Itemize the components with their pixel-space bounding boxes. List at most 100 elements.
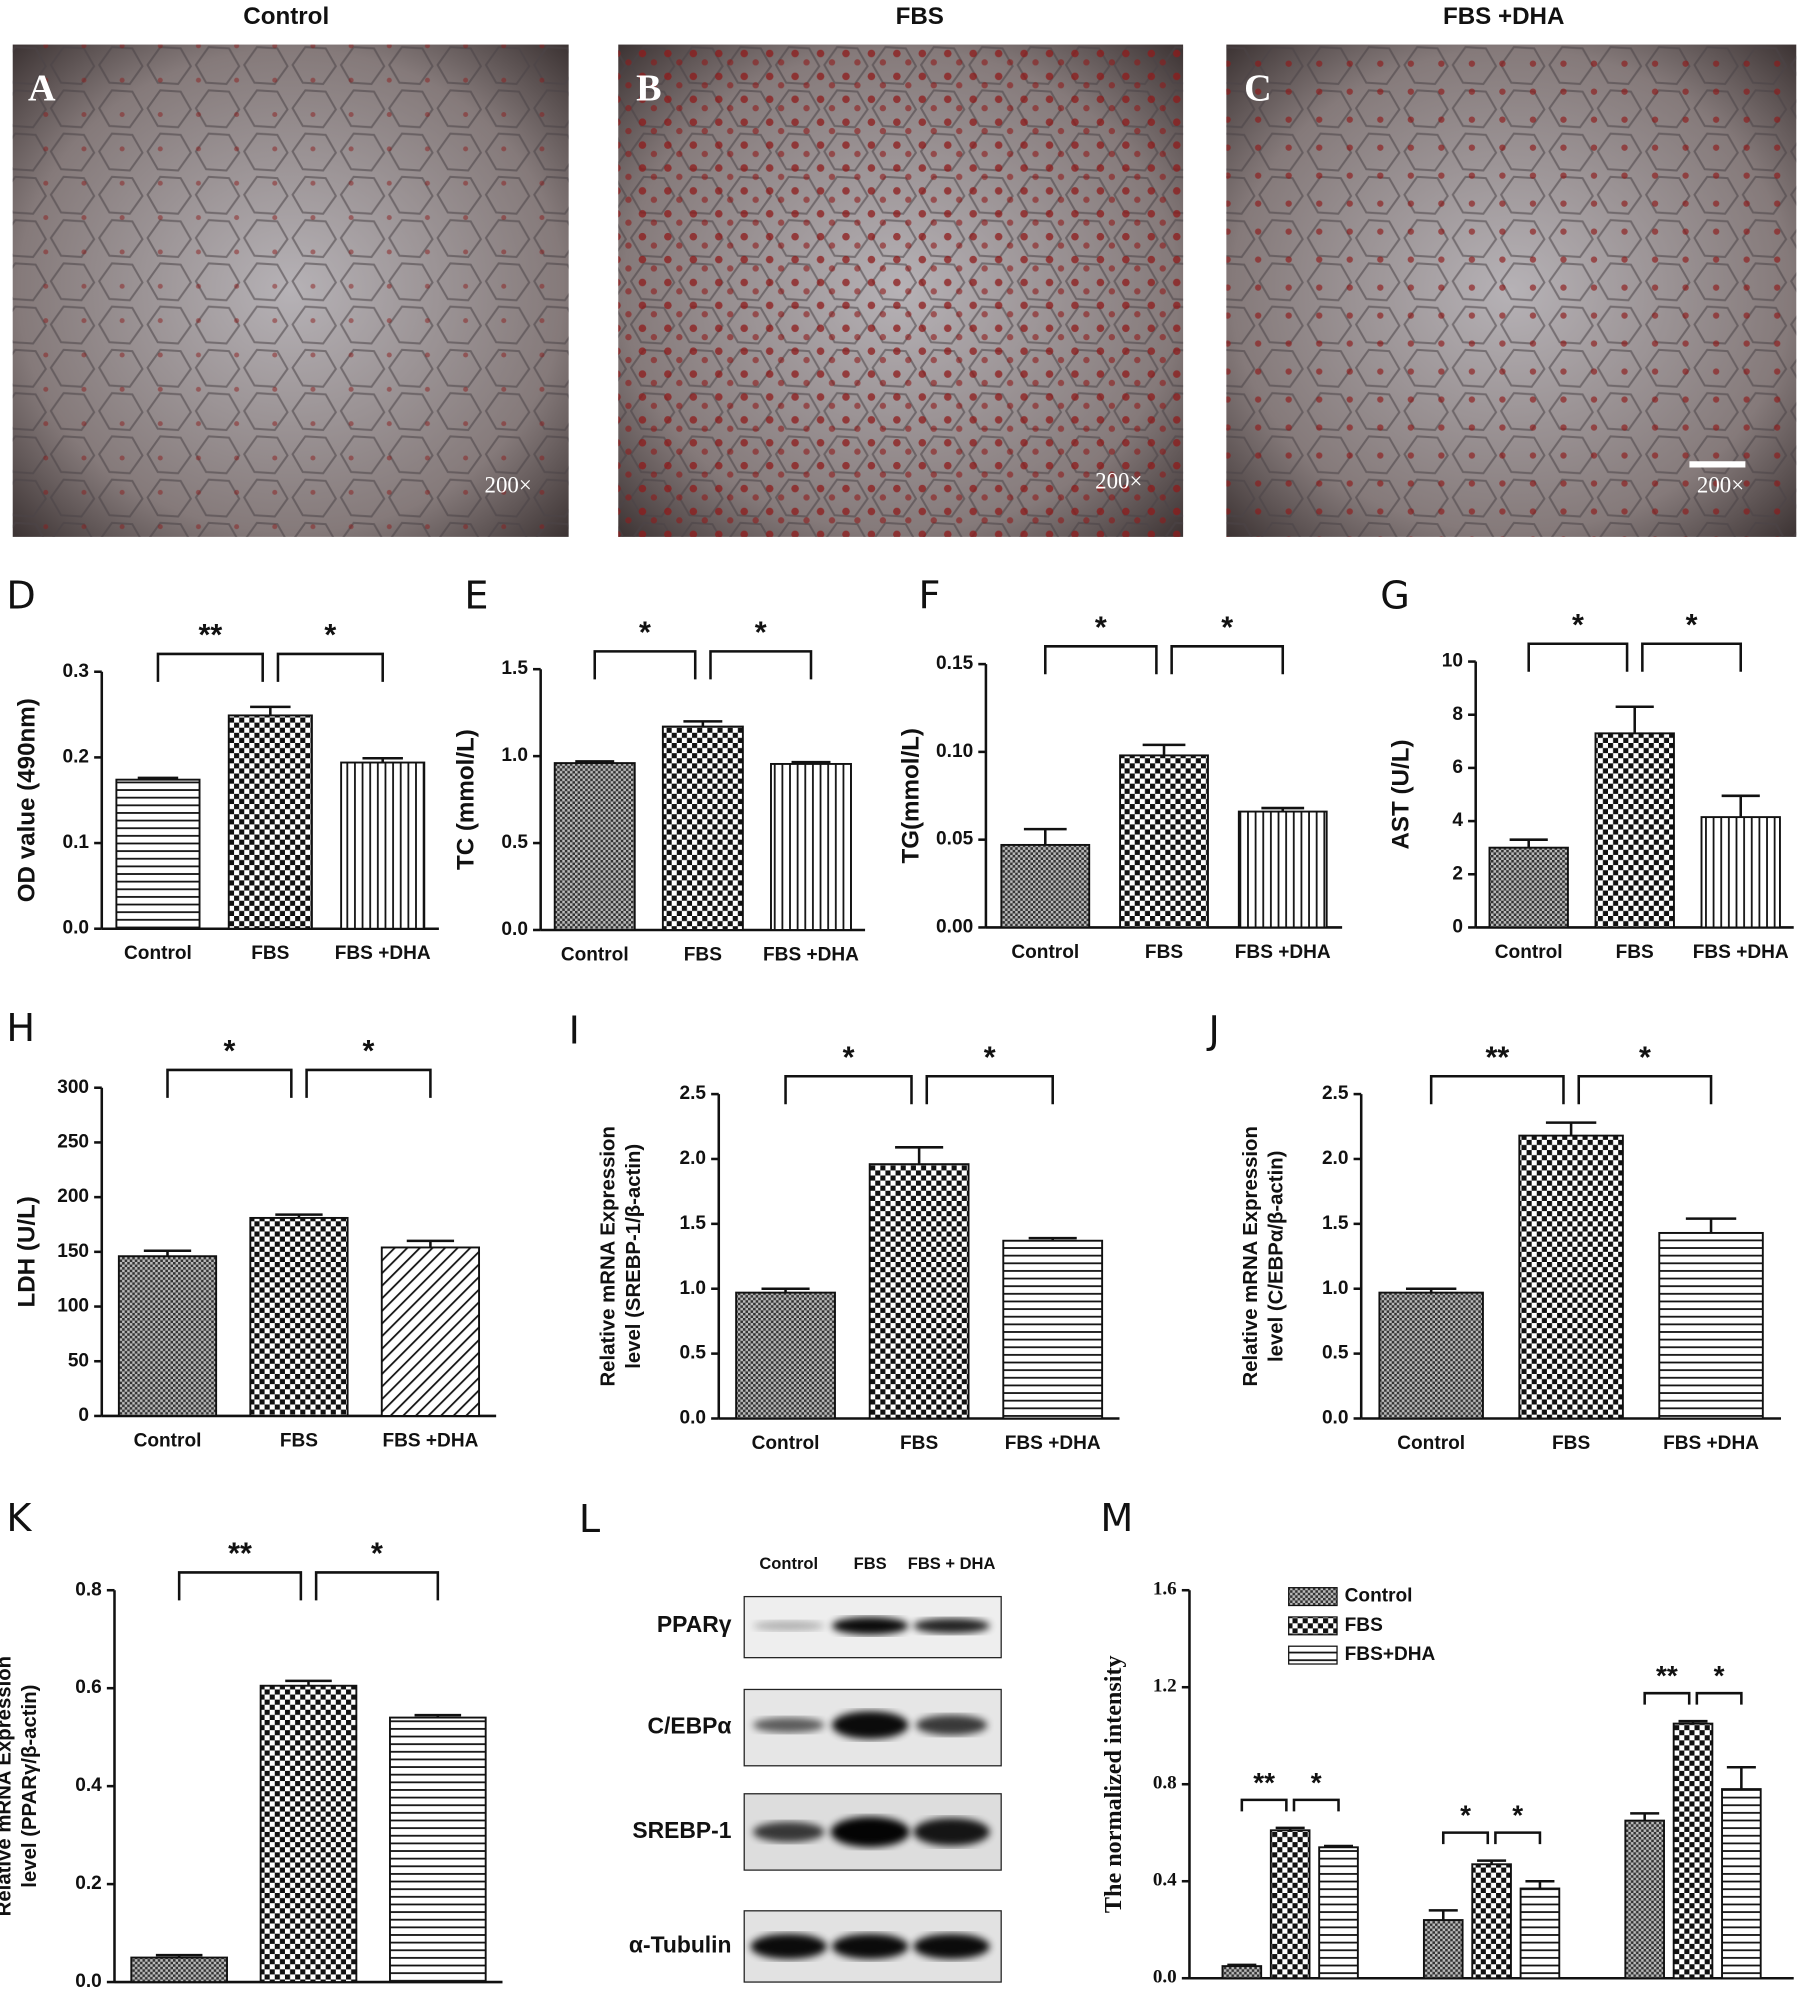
y-axis-label: Relative mRNA Expression bbox=[598, 1126, 620, 1386]
x-tick-label: FBS bbox=[1145, 942, 1183, 963]
error-bar bbox=[285, 1679, 332, 1686]
error-bar bbox=[1545, 1121, 1597, 1136]
significance-bracket bbox=[925, 1075, 1054, 1105]
blot-label: SREBP-1 bbox=[632, 1817, 731, 1843]
bar bbox=[553, 762, 636, 931]
legend-label: FBS bbox=[1345, 1615, 1383, 1636]
band bbox=[831, 1711, 909, 1740]
x-tick-label: Control bbox=[752, 1433, 820, 1454]
y-axis-label: TC (mmol/L) bbox=[452, 729, 479, 870]
y-tick-label: 100 bbox=[57, 1296, 89, 1317]
y-axis-label: level (SREBP-1/β-actin) bbox=[623, 1144, 645, 1369]
significance-bracket bbox=[1170, 645, 1285, 675]
band bbox=[753, 1717, 825, 1733]
y-axis-label: The normalized intensity bbox=[1100, 1655, 1127, 1913]
bar bbox=[1519, 1887, 1561, 1980]
micrograph-stain bbox=[1226, 44, 1797, 537]
error-bar bbox=[1726, 1765, 1756, 1790]
bar bbox=[1721, 1788, 1762, 1980]
y-tick-label: 250 bbox=[57, 1131, 89, 1152]
x-tick-label: Control bbox=[124, 943, 192, 964]
error-bar bbox=[1023, 827, 1067, 845]
bar bbox=[115, 778, 201, 930]
y-tick-label: 0.0 bbox=[75, 1971, 102, 1991]
y-tick-label: 4 bbox=[1452, 810, 1463, 831]
significance-label: ** bbox=[1485, 1041, 1509, 1075]
y-tick-label: 1.0 bbox=[680, 1278, 707, 1299]
y-tick-label: 1.5 bbox=[680, 1213, 707, 1234]
panel-label: B bbox=[636, 67, 661, 109]
panel-letter: K bbox=[6, 1496, 32, 1540]
blot-label: PPARγ bbox=[657, 1611, 732, 1637]
significance-bracket bbox=[314, 1571, 440, 1601]
band bbox=[831, 1933, 909, 1960]
magnification: 200× bbox=[1697, 473, 1744, 498]
y-tick-label: 0.15 bbox=[936, 653, 974, 674]
panel-letter: L bbox=[579, 1497, 601, 1541]
micrograph-title: Control bbox=[243, 3, 329, 30]
y-tick-label: 0 bbox=[1452, 916, 1463, 937]
band bbox=[830, 1816, 910, 1848]
panel-letter: J bbox=[1207, 1009, 1220, 1053]
y-tick-label: 0.5 bbox=[1322, 1343, 1349, 1364]
western-blot: L Control FBS FBS + DHA PPARγ C/EBPα SRE… bbox=[579, 1497, 1002, 1983]
band bbox=[913, 1817, 990, 1846]
panel-letter: H bbox=[6, 1006, 35, 1050]
y-tick-label: 200 bbox=[57, 1186, 89, 1207]
y-tick-label: 10 bbox=[1442, 651, 1463, 672]
error-bar bbox=[895, 1146, 944, 1165]
error-bar bbox=[1525, 1879, 1555, 1889]
y-tick-label: 1.0 bbox=[1322, 1278, 1349, 1299]
bar bbox=[389, 1716, 487, 1984]
bar bbox=[1318, 1846, 1359, 1980]
micrograph-title: FBS bbox=[896, 3, 944, 30]
band bbox=[831, 1616, 909, 1635]
band bbox=[753, 1620, 825, 1631]
significance-bracket bbox=[1643, 1691, 1691, 1705]
x-tick-label: FBS +DHA bbox=[763, 944, 859, 965]
bar bbox=[1002, 1239, 1104, 1420]
y-tick-label: 0.05 bbox=[936, 829, 974, 850]
y-tick-label: 300 bbox=[57, 1077, 89, 1098]
error-bar bbox=[275, 1213, 323, 1218]
y-tick-label: 2.5 bbox=[680, 1083, 707, 1104]
significance-label: * bbox=[1512, 1800, 1523, 1831]
y-tick-label: 1.2 bbox=[1153, 1676, 1177, 1697]
micrograph-stain bbox=[12, 44, 569, 537]
significance-bracket bbox=[1292, 1798, 1340, 1812]
significance-label: * bbox=[755, 616, 767, 650]
micrograph-b: FBS B 200× bbox=[618, 3, 1184, 537]
band bbox=[913, 1618, 990, 1634]
y-tick-label: 0.4 bbox=[75, 1775, 102, 1796]
bar bbox=[1000, 843, 1091, 929]
error-bar bbox=[1509, 838, 1548, 848]
bar bbox=[1488, 846, 1569, 929]
y-tick-label: 0.0 bbox=[680, 1408, 707, 1429]
error-bar bbox=[1630, 1812, 1660, 1821]
error-bar bbox=[1615, 705, 1654, 734]
bar bbox=[1119, 754, 1209, 929]
significance-label: * bbox=[324, 618, 336, 652]
blot-label: α-Tubulin bbox=[629, 1931, 732, 1957]
significance-label: * bbox=[984, 1041, 996, 1075]
bar bbox=[1658, 1231, 1764, 1420]
bar bbox=[130, 1956, 228, 1984]
bar bbox=[249, 1216, 349, 1417]
micrograph-title: FBS +DHA bbox=[1443, 3, 1564, 30]
significance-bracket bbox=[1577, 1075, 1713, 1105]
legend-swatch bbox=[1288, 1616, 1338, 1636]
bar bbox=[1471, 1863, 1512, 1980]
bar bbox=[259, 1684, 358, 1984]
x-tick-label: FBS bbox=[684, 944, 722, 965]
bar bbox=[1378, 1291, 1484, 1420]
y-tick-label: 0.0 bbox=[63, 918, 90, 939]
x-tick-label: FBS bbox=[900, 1433, 938, 1454]
significance-label: * bbox=[843, 1041, 855, 1075]
legend-label: Control bbox=[1345, 1586, 1413, 1607]
error-bar bbox=[406, 1239, 455, 1248]
bar bbox=[1518, 1134, 1624, 1420]
y-axis-label: OD value (490nm) bbox=[13, 698, 40, 902]
error-bar bbox=[1428, 1909, 1458, 1921]
significance-label: ** bbox=[228, 1537, 252, 1571]
significance-bracket bbox=[709, 650, 813, 680]
